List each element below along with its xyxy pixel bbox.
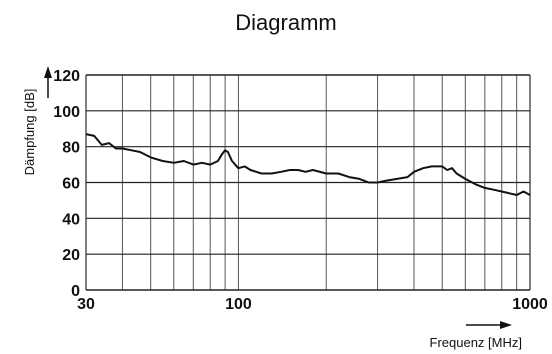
x-tick-label: 1000 [512,296,548,313]
attenuation-series-line [85,133,531,196]
y-axis-arrow [44,66,52,98]
grid [85,74,531,291]
chart-title: Diagramm [235,10,336,35]
x-axis-label: Frequenz [MHz] [430,335,522,350]
y-tick-label: 100 [53,104,80,121]
y-tick-label: 40 [62,211,80,228]
x-tick-label: 30 [77,296,95,313]
y-axis-label: Dämpfung [dB] [22,89,37,176]
y-tick-label: 120 [53,68,80,85]
y-tick-label: 80 [62,140,80,157]
x-tick-label: 100 [225,296,252,313]
y-axis-ticks: 0 20 40 60 80 100 120 [53,68,80,300]
x-axis-arrow [466,321,512,329]
x-axis-ticks: 30 100 1000 [77,296,548,313]
y-tick-label: 0 [71,283,80,300]
y-tick-label: 60 [62,176,80,193]
y-tick-label: 20 [62,247,80,264]
